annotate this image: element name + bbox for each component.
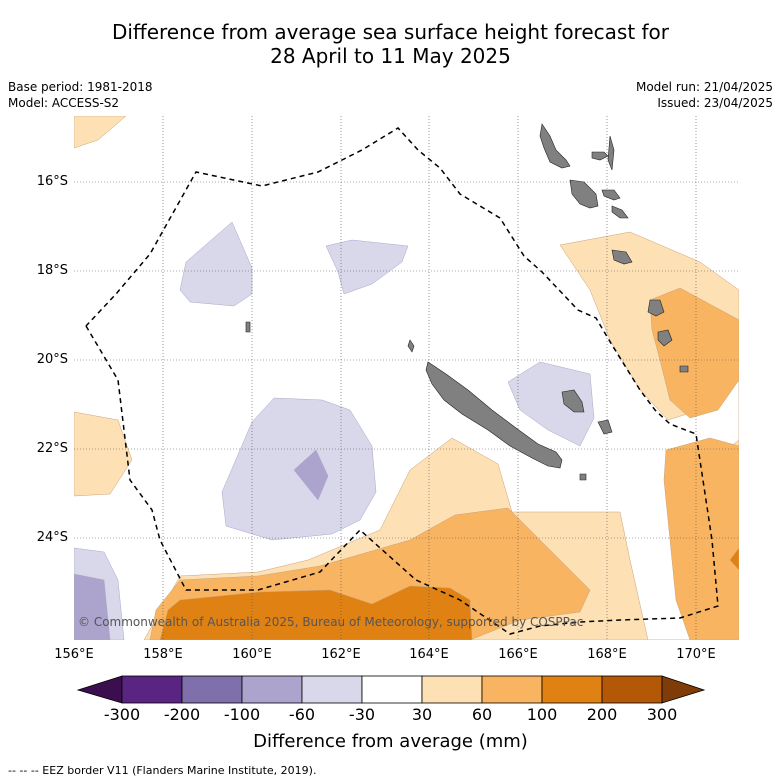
lat-label-18s: 18°S bbox=[36, 263, 68, 278]
base-period-text: Base period: 1981-2018 bbox=[8, 80, 153, 94]
colorbar bbox=[76, 675, 706, 704]
copyright-notice: © Commonwealth of Australia 2025, Bureau… bbox=[78, 615, 584, 629]
lon-label-156e: 156°E bbox=[54, 647, 94, 662]
lon-label-158e: 158°E bbox=[143, 647, 183, 662]
new-caledonia-island bbox=[425, 361, 563, 469]
colorbar-tick-label: 30 bbox=[411, 705, 433, 724]
land-masses bbox=[245, 123, 689, 481]
eez-border-line bbox=[85, 127, 719, 635]
colorbar-tick-label: -200 bbox=[163, 705, 201, 724]
colorbar-tick-label: -100 bbox=[223, 705, 261, 724]
lon-label-168e: 168°E bbox=[587, 647, 627, 662]
lat-label-24s: 24°S bbox=[36, 530, 68, 545]
colorbar-tick-label: -30 bbox=[348, 705, 376, 724]
lat-label-16s: 16°S bbox=[36, 174, 68, 189]
lat-label-20s: 20°S bbox=[36, 352, 68, 367]
lon-label-160e: 160°E bbox=[232, 647, 272, 662]
map-area bbox=[74, 116, 739, 640]
lon-label-166e: 166°E bbox=[498, 647, 538, 662]
eez-footnote: -- -- -- EEZ border V11 (Flanders Marine… bbox=[8, 764, 317, 777]
colorbar-tick-label: 100 bbox=[526, 705, 558, 724]
map-title-line2: 28 April to 11 May 2025 bbox=[270, 44, 511, 68]
colorbar-title: Difference from average (mm) bbox=[253, 731, 528, 752]
colorbar-tick-label: 300 bbox=[646, 705, 678, 724]
issued-text: Issued: 23/04/2025 bbox=[657, 96, 773, 110]
graticule bbox=[74, 116, 739, 640]
map-title-line1: Difference from average sea surface heig… bbox=[111, 20, 670, 44]
lon-label-170e: 170°E bbox=[676, 647, 716, 662]
lon-label-164e: 164°E bbox=[409, 647, 449, 662]
lon-label-162e: 162°E bbox=[321, 647, 361, 662]
colorbar-tick-label: 60 bbox=[471, 705, 493, 724]
colorbar-tick-label: 200 bbox=[586, 705, 618, 724]
lat-label-22s: 22°S bbox=[36, 441, 68, 456]
model-run-text: Model run: 21/04/2025 bbox=[635, 80, 773, 94]
negative-anomaly-shading bbox=[74, 221, 595, 640]
colorbar-tick-label: -300 bbox=[103, 705, 141, 724]
model-text: Model: ACCESS-S2 bbox=[8, 96, 120, 110]
colorbar-tick-label: -60 bbox=[288, 705, 316, 724]
